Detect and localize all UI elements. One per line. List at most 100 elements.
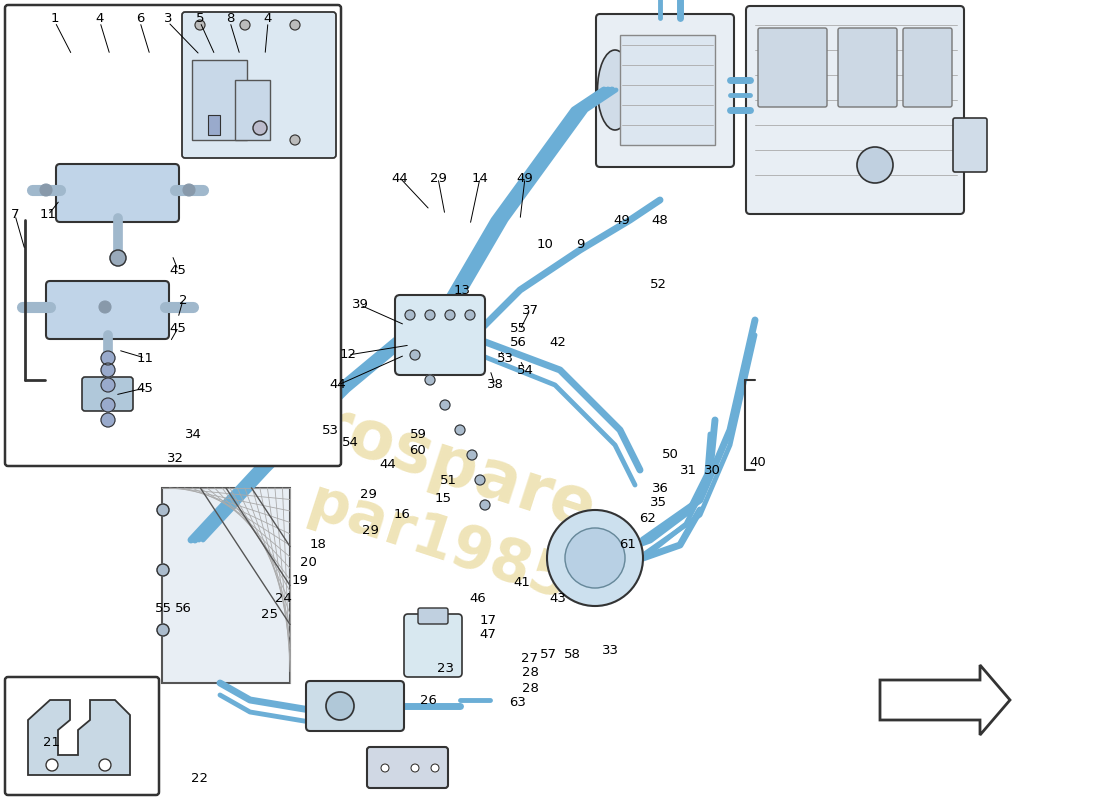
Bar: [620, 35, 715, 145]
Text: 10: 10: [537, 238, 553, 251]
Text: 20: 20: [299, 555, 317, 569]
Circle shape: [40, 184, 52, 196]
Circle shape: [480, 500, 490, 510]
Text: 29: 29: [430, 171, 447, 185]
Text: 28: 28: [521, 682, 538, 694]
Text: 49: 49: [614, 214, 630, 226]
Text: 28: 28: [521, 666, 538, 679]
Text: 23: 23: [437, 662, 453, 674]
FancyBboxPatch shape: [56, 164, 179, 222]
Text: 54: 54: [342, 435, 359, 449]
Circle shape: [157, 564, 169, 576]
Text: 4: 4: [264, 11, 272, 25]
Text: 24: 24: [275, 591, 292, 605]
Text: 44: 44: [330, 378, 346, 391]
Text: 16: 16: [394, 509, 410, 522]
Circle shape: [101, 398, 116, 412]
Circle shape: [381, 764, 389, 772]
Circle shape: [565, 528, 625, 588]
Text: 57: 57: [539, 649, 557, 662]
Circle shape: [101, 351, 116, 365]
Text: 39: 39: [352, 298, 368, 311]
FancyBboxPatch shape: [903, 28, 952, 107]
Text: 19: 19: [292, 574, 308, 586]
Text: 6: 6: [135, 11, 144, 25]
Text: 56: 56: [175, 602, 191, 614]
Circle shape: [157, 624, 169, 636]
Circle shape: [101, 363, 116, 377]
Circle shape: [110, 250, 126, 266]
Text: 37: 37: [521, 303, 539, 317]
Text: 5: 5: [196, 11, 205, 25]
Circle shape: [326, 692, 354, 720]
Text: 7: 7: [11, 209, 20, 222]
Text: 45: 45: [169, 263, 186, 277]
FancyBboxPatch shape: [596, 14, 734, 167]
Text: 9: 9: [575, 238, 584, 251]
FancyBboxPatch shape: [46, 281, 169, 339]
FancyBboxPatch shape: [404, 614, 462, 677]
Circle shape: [101, 378, 116, 392]
Circle shape: [440, 400, 450, 410]
FancyBboxPatch shape: [306, 681, 404, 731]
Text: 60: 60: [409, 443, 427, 457]
Polygon shape: [880, 665, 1010, 735]
Text: 3: 3: [164, 11, 173, 25]
Text: 53: 53: [496, 351, 514, 365]
Text: 63: 63: [509, 697, 527, 710]
Circle shape: [455, 425, 465, 435]
Circle shape: [240, 20, 250, 30]
Circle shape: [46, 759, 58, 771]
Text: 46: 46: [470, 591, 486, 605]
Circle shape: [101, 413, 116, 427]
Text: 1: 1: [51, 11, 59, 25]
Text: 11: 11: [40, 209, 56, 222]
Circle shape: [425, 375, 435, 385]
Text: 44: 44: [379, 458, 396, 471]
Text: 45: 45: [136, 382, 153, 394]
Circle shape: [157, 504, 169, 516]
Text: 61: 61: [619, 538, 637, 551]
Text: 4: 4: [96, 11, 104, 25]
Text: 11: 11: [136, 351, 154, 365]
Text: par1985: par1985: [300, 474, 576, 612]
Text: 48: 48: [651, 214, 669, 226]
Text: 14: 14: [472, 171, 488, 185]
Text: 27: 27: [521, 651, 539, 665]
Text: 35: 35: [649, 497, 667, 510]
Text: 22: 22: [191, 771, 209, 785]
FancyBboxPatch shape: [395, 295, 485, 375]
Text: 26: 26: [419, 694, 437, 706]
Circle shape: [195, 20, 205, 30]
Text: 43: 43: [550, 591, 566, 605]
Text: 12: 12: [340, 349, 356, 362]
Text: 49: 49: [517, 171, 534, 185]
Circle shape: [405, 310, 415, 320]
Text: 44: 44: [392, 171, 408, 185]
Text: 13: 13: [453, 283, 471, 297]
Text: 15: 15: [434, 491, 451, 505]
Text: 38: 38: [486, 378, 504, 391]
Text: 52: 52: [649, 278, 667, 291]
Circle shape: [253, 121, 267, 135]
Circle shape: [446, 310, 455, 320]
Circle shape: [410, 350, 420, 360]
Text: 51: 51: [440, 474, 456, 486]
Text: 53: 53: [321, 423, 339, 437]
Text: 62: 62: [639, 511, 657, 525]
Circle shape: [425, 310, 435, 320]
Text: 55: 55: [509, 322, 527, 334]
FancyBboxPatch shape: [838, 28, 896, 107]
Text: 30: 30: [704, 463, 720, 477]
Bar: [162, 488, 290, 683]
FancyBboxPatch shape: [746, 6, 964, 214]
Text: 45: 45: [169, 322, 186, 334]
Text: 34: 34: [185, 429, 201, 442]
Circle shape: [431, 764, 439, 772]
Circle shape: [411, 764, 419, 772]
Text: 36: 36: [651, 482, 669, 494]
Circle shape: [99, 301, 111, 313]
Circle shape: [475, 475, 485, 485]
Text: eurospare: eurospare: [220, 363, 604, 544]
Polygon shape: [28, 700, 130, 775]
